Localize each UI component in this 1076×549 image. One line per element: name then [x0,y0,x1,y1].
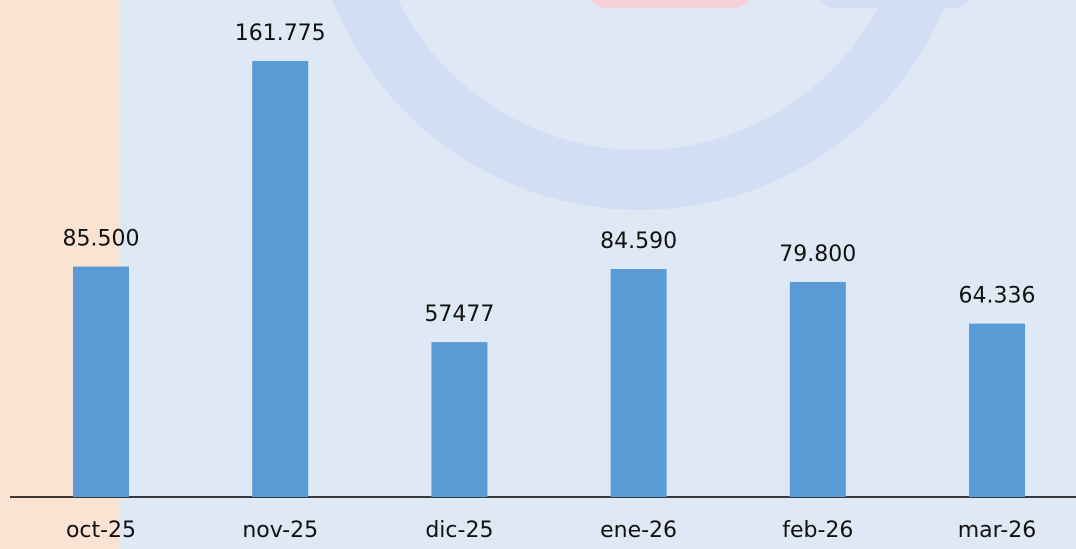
bar [789,281,846,497]
x-tick-label: oct-25 [66,518,136,543]
value-label: 64.336 [959,284,1036,309]
bar [73,266,129,497]
value-label: 85.500 [63,227,140,252]
bar [431,342,488,497]
value-label: 79.800 [779,242,856,267]
x-tick-label: ene-26 [600,518,677,543]
x-tick-label: feb-26 [782,518,853,543]
x-tick-label: nov-25 [242,518,318,543]
bar [610,269,667,497]
value-label: 161.775 [235,21,326,46]
value-label: 84.590 [600,229,677,254]
watermark-shape [821,0,969,8]
value-label: 57477 [424,302,494,327]
bar [969,323,1025,497]
x-tick-label: dic-25 [425,518,493,543]
x-tick-label: mar-26 [958,518,1036,543]
watermark-shape [591,0,749,8]
watermark-arc [332,0,948,210]
bar [252,61,309,497]
